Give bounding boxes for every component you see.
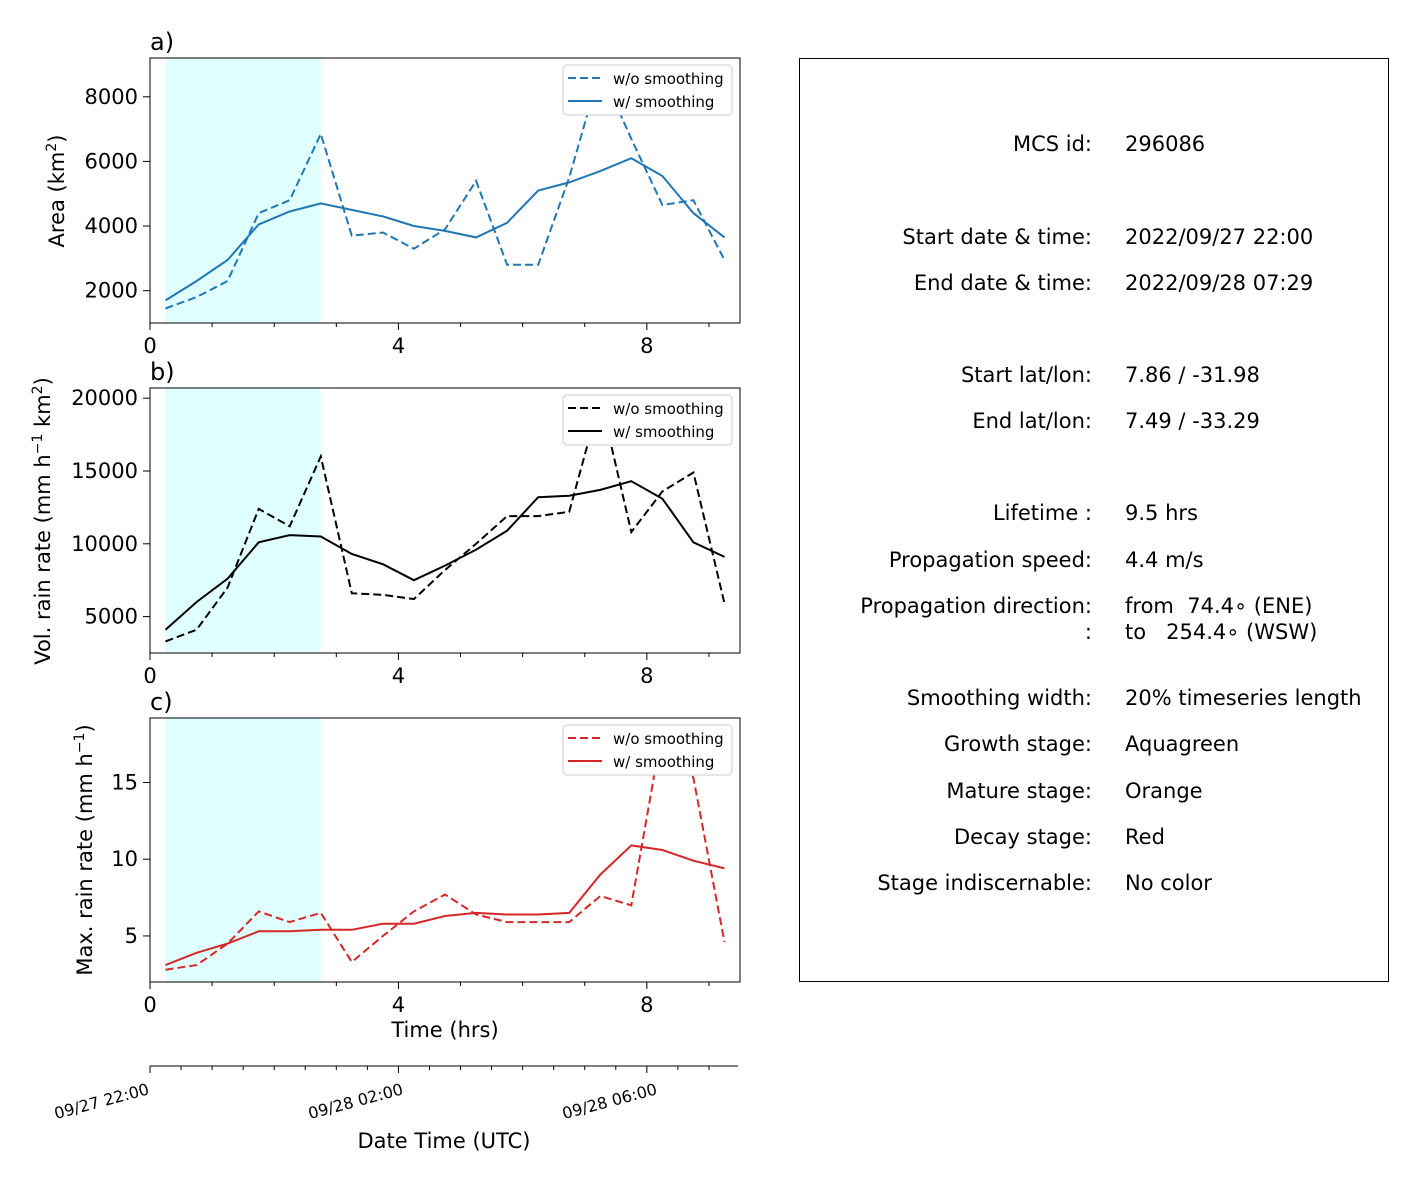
volrain-smoothed-line — [164, 480, 725, 631]
info-value: 9.5 hrs — [1125, 501, 1198, 525]
volrain-raw-line — [165, 397, 726, 643]
legend-label-raw: w/o smoothing — [613, 730, 724, 748]
info-label: End date & time: — [913, 271, 1092, 295]
x-tick-label: 8 — [640, 664, 653, 688]
y-tick-label: 2000 — [85, 279, 138, 303]
info-label: MCS id: — [1012, 132, 1092, 156]
panel-a-area: a) Area (km2) w/o smoothing w/ smoothing… — [44, 28, 741, 358]
mcs-info-panel: MCS id: 296086 Start date & time: 2022/0… — [799, 58, 1389, 982]
x-tick-label: 8 — [640, 334, 653, 358]
plot-frame — [149, 57, 741, 324]
legend-label-smoothed: w/ smoothing — [613, 93, 714, 111]
info-value: 4.4 m/s — [1125, 548, 1204, 572]
panel-letter: c) — [150, 688, 173, 716]
info-label: Smoothing width: — [906, 686, 1092, 710]
x-tick-label: 8 — [640, 993, 653, 1017]
maxrain-raw-line — [165, 725, 726, 971]
info-label: End lat/lon: — [972, 409, 1092, 433]
info-label: Stage indiscernable: — [877, 871, 1092, 895]
datetime-axis-label: Date Time (UTC) — [358, 1129, 531, 1153]
panel-letter: a) — [150, 28, 174, 56]
datetime-tick-label: 09/28 06:00 — [560, 1080, 659, 1124]
legend-label-raw: w/o smoothing — [613, 70, 724, 88]
y-tick-label: 5000 — [85, 605, 138, 629]
info-value: No color — [1125, 871, 1212, 895]
x-tick-label: 0 — [143, 993, 156, 1017]
info-label: Start lat/lon: — [960, 363, 1092, 387]
y-tick-label: 15000 — [71, 459, 138, 483]
info-value: Orange — [1125, 779, 1203, 803]
info-value: to 254.4∘ (WSW) — [1125, 620, 1318, 644]
y-axis-label: Vol. rain rate (mm h−1 km2) — [30, 377, 55, 665]
info-label: : — [1084, 620, 1092, 644]
datetime-axis: 09/27 22:00 09/28 02:00 09/28 06:00 Date… — [52, 1065, 738, 1153]
panel-c-max-rain: c) Max. rain rate (mm h−1) w/o smoothing… — [72, 688, 741, 1042]
plot-frame — [149, 717, 741, 983]
legend-label-raw: w/o smoothing — [613, 400, 724, 418]
x-tick-label: 0 — [143, 334, 156, 358]
info-label: Decay stage: — [954, 825, 1092, 849]
y-tick-label: 15 — [111, 770, 138, 794]
info-value: 2022/09/27 22:00 — [1125, 225, 1314, 249]
info-label: Start date & time: — [902, 225, 1092, 249]
info-label: Growth stage: — [943, 732, 1092, 756]
info-label: Lifetime : — [992, 501, 1092, 525]
growth-stage-shading — [165, 718, 321, 982]
datetime-tick-label: 09/28 02:00 — [306, 1080, 405, 1124]
info-value: Red — [1125, 825, 1165, 849]
panel-letter: b) — [150, 358, 175, 386]
y-tick-label: 8000 — [85, 85, 138, 109]
info-label: Mature stage: — [946, 779, 1092, 803]
x-axis-label: Time (hrs) — [390, 1018, 498, 1042]
info-value: 296086 — [1125, 132, 1206, 156]
area-raw-line — [165, 66, 726, 310]
x-tick-label: 0 — [143, 664, 156, 688]
maxrain-smoothed-line — [165, 844, 725, 967]
legend-label-smoothed: w/ smoothing — [613, 753, 714, 771]
info-value: 7.86 / -31.98 — [1125, 363, 1260, 387]
info-value: 20% timeseries length — [1125, 686, 1362, 710]
y-tick-label: 10 — [111, 847, 138, 871]
legend: w/o smoothing w/ smoothing — [562, 724, 733, 776]
x-tick-label: 4 — [392, 334, 405, 358]
y-tick-label: 4000 — [85, 214, 138, 238]
growth-stage-shading — [165, 58, 321, 323]
y-tick-label: 10000 — [71, 532, 138, 556]
y-axis-label: Max. rain rate (mm h−1) — [72, 724, 97, 975]
datetime-tick-label: 09/27 22:00 — [52, 1080, 151, 1124]
panel-b-volumetric-rain: b) Vol. rain rate (mm h−1 km2) w/o smoot… — [30, 358, 741, 688]
y-tick-label: 6000 — [85, 149, 138, 173]
legend: w/o smoothing w/ smoothing — [562, 64, 733, 116]
legend-label-smoothed: w/ smoothing — [613, 423, 714, 441]
growth-stage-shading — [165, 388, 321, 653]
info-value: 2022/09/28 07:29 — [1125, 271, 1314, 295]
y-axis-label: Area (km2) — [44, 135, 69, 248]
info-label: Propagation speed: — [888, 548, 1092, 572]
info-value: from 74.4∘ (ENE) — [1125, 594, 1313, 618]
info-label: Propagation direction: — [860, 594, 1092, 618]
legend: w/o smoothing w/ smoothing — [562, 394, 733, 446]
area-smoothed-line — [164, 157, 726, 302]
info-value: 7.49 / -33.29 — [1125, 409, 1260, 433]
y-tick-label: 5 — [125, 924, 138, 948]
plot-frame — [149, 387, 741, 654]
x-tick-label: 4 — [392, 993, 405, 1017]
info-value: Aquagreen — [1125, 732, 1240, 756]
x-tick-label: 4 — [392, 664, 405, 688]
y-tick-label: 20000 — [71, 386, 138, 410]
